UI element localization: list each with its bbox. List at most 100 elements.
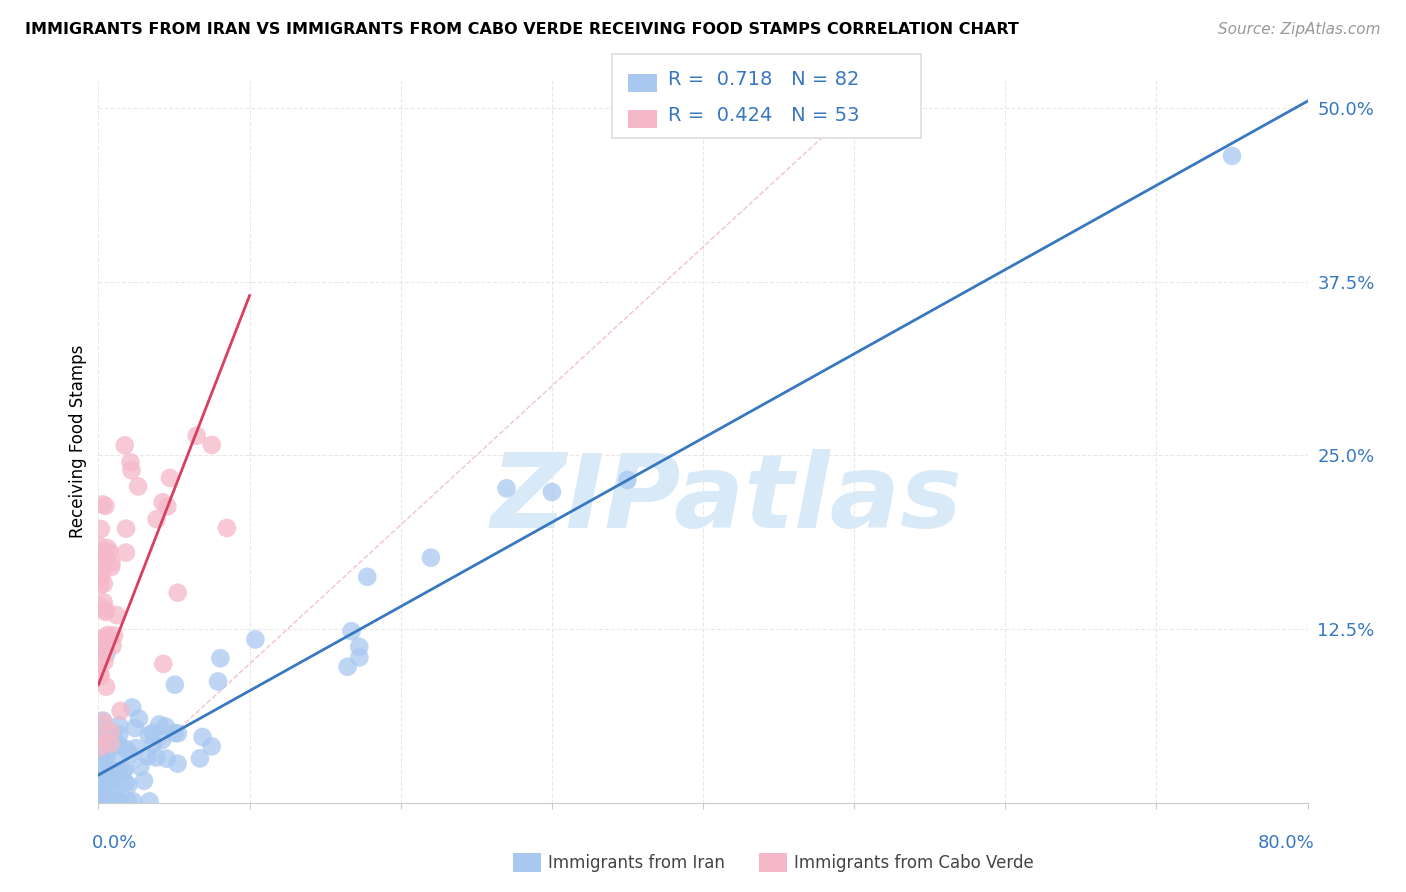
Point xyxy=(347,640,370,654)
Point xyxy=(201,438,224,452)
Point xyxy=(118,747,141,761)
Point xyxy=(142,738,165,752)
Point xyxy=(115,546,138,560)
Point xyxy=(117,778,139,792)
Point xyxy=(90,642,112,657)
Y-axis label: Receiving Food Stamps: Receiving Food Stamps xyxy=(69,345,87,538)
Point xyxy=(89,758,111,772)
Point xyxy=(89,732,111,747)
Point xyxy=(166,756,188,771)
Point xyxy=(93,546,115,560)
Point xyxy=(105,750,128,764)
Point xyxy=(101,639,124,653)
Text: Immigrants from Cabo Verde: Immigrants from Cabo Verde xyxy=(794,854,1035,871)
Point xyxy=(90,667,112,681)
Point xyxy=(90,636,112,650)
Point xyxy=(100,774,122,789)
Point xyxy=(91,497,114,511)
Point xyxy=(128,712,150,726)
Point xyxy=(90,730,112,744)
Point xyxy=(91,754,114,768)
Point xyxy=(98,769,121,783)
Point xyxy=(91,566,114,580)
Point xyxy=(125,741,148,756)
Text: R =  0.424   N = 53: R = 0.424 N = 53 xyxy=(668,105,859,125)
Point xyxy=(340,624,363,639)
Point xyxy=(129,759,152,773)
Point xyxy=(104,790,127,805)
Point xyxy=(166,585,188,599)
Point xyxy=(191,730,214,744)
Point xyxy=(349,650,371,665)
Point xyxy=(91,772,114,786)
Point xyxy=(117,794,139,808)
Point xyxy=(420,550,443,565)
Point xyxy=(108,727,131,741)
Point xyxy=(93,576,115,591)
Point xyxy=(93,654,115,668)
Point xyxy=(108,794,131,808)
Point xyxy=(94,605,117,619)
Point xyxy=(103,770,125,784)
Text: IMMIGRANTS FROM IRAN VS IMMIGRANTS FROM CABO VERDE RECEIVING FOOD STAMPS CORRELA: IMMIGRANTS FROM IRAN VS IMMIGRANTS FROM … xyxy=(25,22,1019,37)
Text: 80.0%: 80.0% xyxy=(1258,834,1315,852)
Point xyxy=(97,762,120,776)
Point xyxy=(91,794,114,808)
Point xyxy=(89,669,111,683)
Point xyxy=(91,725,114,739)
Point xyxy=(152,657,174,671)
Point xyxy=(89,794,111,808)
Point xyxy=(89,599,111,614)
Point xyxy=(101,779,124,793)
Point xyxy=(89,794,111,808)
Point xyxy=(166,726,188,740)
Point xyxy=(114,776,136,790)
Point xyxy=(96,541,118,555)
Point xyxy=(115,522,138,536)
Point xyxy=(186,428,208,442)
Point xyxy=(100,773,122,788)
Point xyxy=(215,521,238,535)
Point xyxy=(122,794,145,808)
Point xyxy=(100,737,122,751)
Point xyxy=(90,743,112,757)
Point xyxy=(156,500,179,514)
Point xyxy=(495,481,517,495)
Point xyxy=(138,728,160,742)
Point xyxy=(90,651,112,665)
Point xyxy=(142,725,165,739)
Point xyxy=(209,651,232,665)
Point xyxy=(124,721,146,735)
Point xyxy=(96,646,118,660)
Point xyxy=(103,628,125,642)
Point xyxy=(91,780,114,794)
Point xyxy=(245,632,267,647)
Point xyxy=(145,750,167,764)
Point xyxy=(163,678,186,692)
Point xyxy=(120,455,142,469)
Point xyxy=(152,495,174,509)
Text: 0.0%: 0.0% xyxy=(91,834,136,852)
Point xyxy=(156,751,179,765)
Point xyxy=(115,742,138,756)
Point xyxy=(207,674,229,689)
Point xyxy=(100,556,122,570)
Point xyxy=(96,765,118,780)
Point xyxy=(93,595,115,609)
Point xyxy=(110,704,132,718)
Point xyxy=(138,794,160,808)
Point xyxy=(100,724,122,739)
Point xyxy=(121,463,143,477)
Text: ZIPatlas: ZIPatlas xyxy=(491,449,963,549)
Text: Source: ZipAtlas.com: Source: ZipAtlas.com xyxy=(1218,22,1381,37)
Point xyxy=(132,773,155,788)
Text: R =  0.718   N = 82: R = 0.718 N = 82 xyxy=(668,70,859,89)
Point xyxy=(1220,149,1243,163)
Point xyxy=(145,512,167,526)
Point xyxy=(107,764,129,778)
Point xyxy=(155,719,177,733)
Point xyxy=(127,479,149,493)
Point xyxy=(98,545,121,559)
Point xyxy=(93,632,115,646)
Point xyxy=(94,680,117,694)
